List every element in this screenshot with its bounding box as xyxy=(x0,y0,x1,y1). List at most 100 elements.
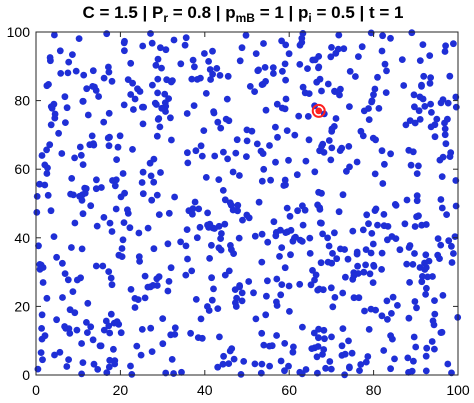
scatter-point xyxy=(129,79,137,87)
scatter-point xyxy=(321,335,328,343)
scatter-point xyxy=(391,201,399,208)
scatter-point xyxy=(177,60,185,68)
scatter-point xyxy=(183,110,191,117)
scatter-point xyxy=(36,180,43,188)
scatter-point xyxy=(311,56,319,64)
scatter-point xyxy=(312,271,320,279)
scatter-point xyxy=(221,196,229,204)
x-tick-label: 0 xyxy=(32,382,40,398)
scatter-point xyxy=(41,332,49,340)
scatter-point xyxy=(182,242,190,250)
scatter-point xyxy=(210,285,217,293)
scatter-point xyxy=(127,362,134,370)
scatter-point xyxy=(328,127,336,135)
scatter-point xyxy=(195,205,203,213)
scatter-point xyxy=(47,121,55,129)
scatter-point xyxy=(431,121,439,129)
scatter-point xyxy=(339,289,347,297)
scatter-point xyxy=(426,79,434,87)
scatter-point xyxy=(409,148,417,156)
scatter-point xyxy=(379,180,387,187)
scatter-point xyxy=(264,277,271,285)
scatter-point xyxy=(139,42,147,50)
scatter-point xyxy=(328,333,335,341)
scatter-point xyxy=(214,118,222,126)
title-c: C = 1.5 xyxy=(83,3,138,22)
scatter-point xyxy=(317,259,325,267)
scatter-point xyxy=(156,123,164,131)
scatter-point xyxy=(266,142,273,149)
scatter-point xyxy=(413,197,421,205)
scatter-point xyxy=(217,235,225,243)
scatter-point xyxy=(208,296,216,304)
scatter-point xyxy=(332,115,340,122)
scatter-point xyxy=(214,363,222,371)
scatter-point xyxy=(365,116,373,123)
scatter-point xyxy=(307,281,315,289)
scatter-point xyxy=(365,326,373,333)
scatter-point xyxy=(364,353,372,360)
scatter-point xyxy=(165,278,173,285)
scatter-point xyxy=(56,47,64,55)
scatter-point xyxy=(206,255,214,262)
highlighted-agent xyxy=(311,103,326,118)
scatter-point xyxy=(384,316,391,323)
scatter-point xyxy=(150,245,158,253)
scatter-point xyxy=(210,109,218,117)
x-tick-label: 20 xyxy=(113,382,129,398)
scatter-point xyxy=(387,34,394,42)
scatter-point xyxy=(422,291,429,298)
scatter-point xyxy=(78,340,85,347)
scatter-point xyxy=(79,161,87,169)
scatter-point xyxy=(157,44,164,52)
scatter-point xyxy=(105,63,112,71)
scatter-point xyxy=(126,224,134,232)
scatter-point xyxy=(294,207,301,215)
scatter-point xyxy=(335,31,343,39)
scatter-point xyxy=(116,132,124,140)
scatter-point xyxy=(329,250,336,257)
scatter-point xyxy=(62,119,69,126)
scatter-point xyxy=(258,230,266,238)
scatter-point xyxy=(33,193,41,200)
scatter-point xyxy=(216,72,224,79)
scatter-point xyxy=(230,355,238,363)
scatter-point xyxy=(38,325,45,332)
scatter-point xyxy=(272,123,279,131)
scatter-point xyxy=(119,170,127,177)
scatter-point xyxy=(127,286,135,293)
scatter-point xyxy=(83,319,90,326)
scatter-point xyxy=(197,142,205,150)
scatter-point xyxy=(380,222,388,230)
scatter-point xyxy=(141,294,149,302)
scatter-point xyxy=(96,342,104,350)
scatter-point xyxy=(413,213,420,221)
scatter-point xyxy=(258,258,266,266)
scatter-points xyxy=(33,29,462,379)
scatter-point xyxy=(272,158,279,166)
scatter-point xyxy=(50,100,58,108)
scatter-point xyxy=(165,209,173,217)
scatter-point xyxy=(136,88,144,95)
scatter-point xyxy=(75,35,83,42)
scatter-point xyxy=(274,133,281,141)
scatter-point xyxy=(218,230,225,237)
scatter-point xyxy=(437,196,445,203)
scatter-point xyxy=(406,242,414,249)
scatter-point xyxy=(188,267,196,275)
scatter-point xyxy=(41,181,49,189)
scatter-point xyxy=(61,93,69,101)
scatter-point xyxy=(66,330,74,337)
scatter-point xyxy=(77,151,85,159)
scatter-point xyxy=(147,172,155,180)
scatter-point xyxy=(208,274,216,282)
scatter-point xyxy=(155,211,163,219)
scatter-point xyxy=(372,205,380,213)
scatter-point xyxy=(162,46,170,54)
scatter-point xyxy=(59,259,66,267)
scatter-point xyxy=(361,307,368,315)
scatter-point xyxy=(106,133,113,141)
y-tick-label: 0 xyxy=(22,367,30,383)
scatter-point xyxy=(314,343,322,350)
scatter-point xyxy=(437,329,445,336)
